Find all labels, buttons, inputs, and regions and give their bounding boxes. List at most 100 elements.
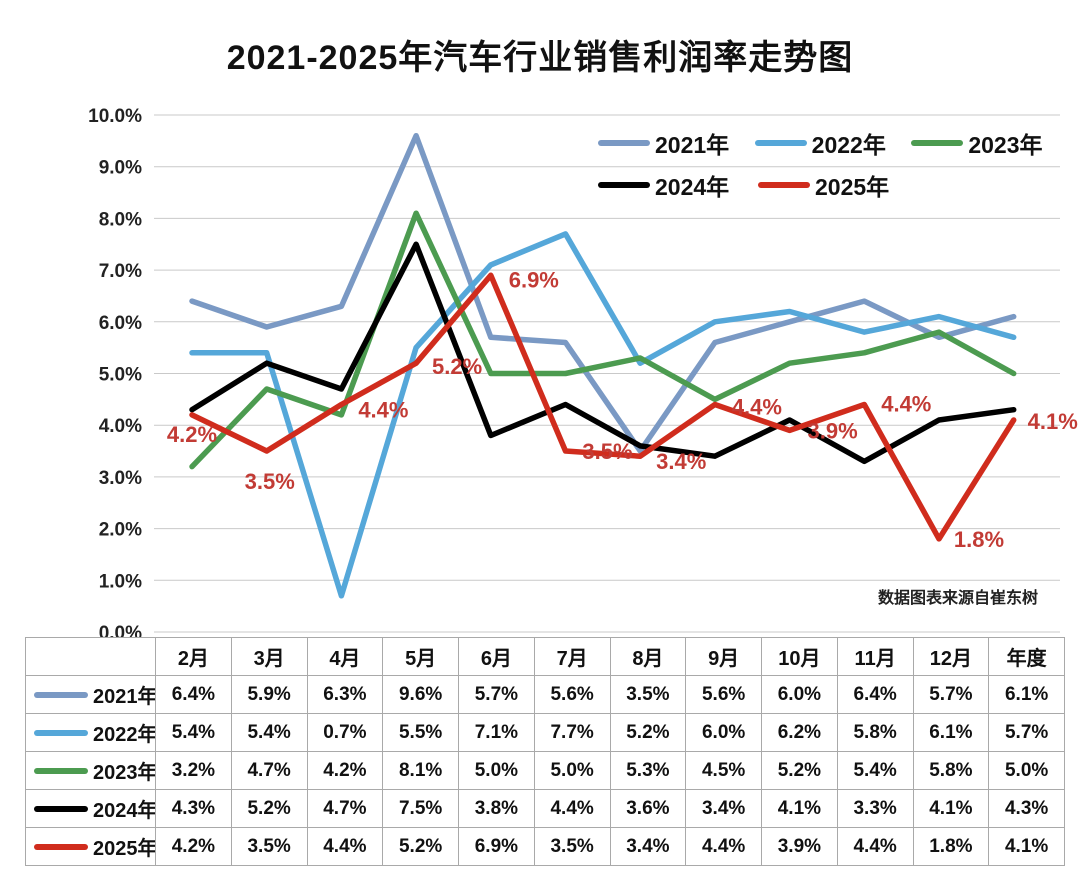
series-line-2025年: [189, 272, 1017, 542]
table-row-2025年: 2025年 4.2% 3.5% 4.4% 5.2% 6.9% 3.5% 3.4% 4.4% 3.9…: [25, 827, 1065, 866]
data-label: 4.2%: [167, 422, 217, 447]
data-label: 3.9%: [808, 418, 858, 443]
y-axis-tick-label: 9.0%: [99, 158, 142, 179]
table-corner-cell: [25, 637, 156, 676]
value-cell: 4.7%: [306, 789, 384, 828]
row-label: 2021年: [93, 686, 156, 708]
legend-item-2021年: 2021年: [598, 126, 755, 160]
data-label: 3.5%: [582, 439, 632, 464]
table-row-2023年: 2023年 3.2% 4.7% 4.2% 8.1% 5.0% 5.0% 5.3% 4.5% 5.2…: [25, 751, 1065, 790]
legend-line-swatch: [598, 182, 650, 188]
row-line-swatch: [34, 843, 88, 850]
row-label: 2024年: [93, 800, 156, 822]
column-header: 8月: [609, 637, 687, 676]
value-cell: 6.0%: [761, 675, 838, 714]
data-label: 4.4%: [881, 392, 931, 417]
legend-item-2023年: 2023年: [911, 126, 1068, 160]
data-label: 4.4%: [358, 398, 408, 423]
row-header-cell: 2025年: [25, 827, 156, 866]
y-axis-tick-label: 2.0%: [99, 520, 142, 541]
value-cell: 5.6%: [685, 675, 762, 714]
value-cell: 5.4%: [230, 713, 308, 752]
value-cell: 6.4%: [836, 675, 914, 714]
value-cell: 5.7%: [458, 675, 535, 714]
series-line-2023年: [189, 210, 1017, 470]
value-cell: 6.2%: [761, 713, 838, 752]
value-cell: 8.1%: [382, 751, 459, 790]
value-cell: 5.8%: [912, 751, 990, 790]
y-axis-tick-label: 3.0%: [99, 468, 142, 489]
legend-item-2024年: 2024年: [598, 168, 758, 202]
value-cell: 5.0%: [458, 751, 535, 790]
value-cell: 5.2%: [230, 789, 308, 828]
value-cell: 4.2%: [155, 827, 232, 866]
data-label: 3.5%: [245, 469, 295, 494]
value-cell: 5.9%: [230, 675, 308, 714]
legend-row: 2024年 2025年: [598, 164, 1068, 206]
value-cell: 4.7%: [230, 751, 308, 790]
value-cell: 5.4%: [836, 751, 914, 790]
row-header-cell: 2024年: [25, 789, 156, 828]
row-label: 2022年: [93, 724, 156, 746]
data-label: 3.4%: [656, 449, 706, 474]
value-cell: 1.8%: [912, 827, 990, 866]
value-cell: 6.0%: [685, 713, 762, 752]
value-cell: 3.2%: [155, 751, 232, 790]
chart-legend: 2021年 2022年 2023年 2024年 2025年: [598, 122, 1068, 206]
legend-item-2022年: 2022年: [754, 126, 912, 160]
value-cell: 4.4%: [533, 789, 611, 828]
value-cell: 3.5%: [533, 827, 611, 866]
value-cell: 7.1%: [458, 713, 535, 752]
value-cell: 5.6%: [533, 675, 611, 714]
value-cell: 4.1%: [761, 789, 838, 828]
value-cell: 4.5%: [685, 751, 762, 790]
value-cell: 0.7%: [306, 713, 384, 752]
data-table: 2月 3月 4月 5月 6月 7月 8月 9月 10月 11月 12月 年度 2021年 6.4% 5.9%…: [25, 637, 1065, 866]
column-header: 7月: [533, 637, 611, 676]
table-header-row: 2月 3月 4月 5月 6月 7月 8月 9月 10月 11月 12月 年度: [25, 637, 1065, 676]
value-cell: 3.4%: [685, 789, 762, 828]
value-cell: 3.3%: [836, 789, 914, 828]
value-cell: 5.7%: [912, 675, 990, 714]
column-header: 11月: [836, 637, 914, 676]
column-header: 12月: [912, 637, 990, 676]
value-cell: 6.4%: [155, 675, 232, 714]
value-cell: 5.4%: [155, 713, 232, 752]
value-cell: 5.0%: [533, 751, 611, 790]
legend-label: 2023年: [968, 132, 1043, 158]
value-cell: 4.1%: [988, 827, 1065, 866]
row-line-swatch: [34, 767, 88, 774]
value-cell: 3.4%: [609, 827, 687, 866]
y-axis-tick-label: 7.0%: [99, 261, 142, 282]
value-cell: 4.3%: [155, 789, 232, 828]
column-header: 2月: [155, 637, 232, 676]
row-label: 2023年: [93, 762, 156, 784]
value-cell: 5.5%: [382, 713, 459, 752]
table-row-2021年: 2021年 6.4% 5.9% 6.3% 9.6% 5.7% 5.6% 3.5% 5.6% 6.0…: [25, 675, 1065, 714]
legend-row: 2021年 2022年 2023年: [598, 122, 1068, 164]
value-cell: 4.4%: [685, 827, 762, 866]
column-header: 5月: [382, 637, 459, 676]
y-axis-tick-label: 4.0%: [99, 416, 142, 437]
value-cell: 9.6%: [382, 675, 459, 714]
legend-label: 2024年: [655, 174, 730, 200]
value-cell: 5.7%: [988, 713, 1065, 752]
row-label-wrap: 2025年: [27, 829, 156, 865]
value-cell: 6.9%: [458, 827, 535, 866]
value-cell: 6.3%: [306, 675, 384, 714]
row-label-wrap: 2022年: [27, 715, 156, 751]
value-cell: 7.7%: [533, 713, 611, 752]
data-label: 6.9%: [509, 267, 559, 292]
value-cell: 5.2%: [761, 751, 838, 790]
legend-label: 2021年: [655, 132, 730, 158]
legend-line-swatch: [598, 140, 650, 146]
value-cell: 5.3%: [609, 751, 687, 790]
row-label-wrap: 2021年: [27, 677, 156, 713]
legend-label: 2025年: [815, 174, 890, 200]
row-header-cell: 2023年: [25, 751, 156, 790]
value-cell: 5.2%: [382, 827, 459, 866]
row-line-swatch: [34, 691, 88, 698]
row-label: 2025年: [93, 838, 156, 860]
column-header: 6月: [458, 637, 535, 676]
